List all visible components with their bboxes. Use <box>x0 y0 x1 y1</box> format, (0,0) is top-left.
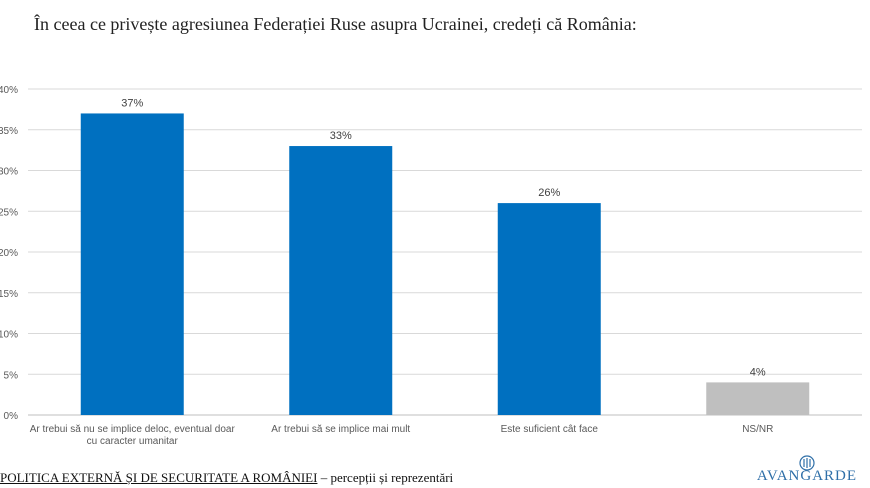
bar <box>289 146 393 416</box>
x-tick-label: Este suficient cât face <box>501 424 599 435</box>
y-tick-label: 0% <box>4 411 19 422</box>
x-tick-label: Ar trebui să nu se implice deloc, eventu… <box>30 424 236 435</box>
data-label: 4% <box>750 366 766 378</box>
x-tick-label: Ar trebui să se implice mai mult <box>271 424 410 435</box>
footer-subtitle: – percepții și reprezentări <box>317 470 454 485</box>
avangarde-logo: AVANGARDE <box>752 455 862 487</box>
y-tick-label: 10% <box>0 330 18 341</box>
y-tick-label: 35% <box>0 126 18 137</box>
bar <box>497 203 601 415</box>
bar <box>706 382 810 415</box>
y-tick-label: 15% <box>0 289 18 300</box>
logo-mark-icon <box>799 455 815 471</box>
data-label: 26% <box>538 187 560 199</box>
bar-chart: 0% 5% 10% 15% 20% 25% 30% 35% 40% 37% Ar trebui să… <box>0 85 862 447</box>
data-label: 37% <box>121 97 143 109</box>
footer: POLITICA EXTERNĂ ȘI DE SECURITATE A ROMÂ… <box>0 470 700 486</box>
y-tick-label: 40% <box>0 85 18 96</box>
footer-section-title: POLITICA EXTERNĂ ȘI DE SECURITATE A ROMÂ… <box>0 470 318 485</box>
x-tick-label: NS/NR <box>742 424 773 435</box>
y-tick-label: 20% <box>0 248 18 259</box>
y-tick-label: 5% <box>4 370 19 381</box>
data-label: 33% <box>330 130 352 142</box>
chart-title: În ceea ce privește agresiunea Federație… <box>34 14 637 34</box>
logo-text: AVANGARDE <box>756 468 858 484</box>
bar <box>80 113 184 415</box>
y-tick-label: 25% <box>0 207 18 218</box>
x-tick-label: cu caracter umanitar <box>87 436 179 447</box>
y-tick-label: 30% <box>0 167 18 178</box>
